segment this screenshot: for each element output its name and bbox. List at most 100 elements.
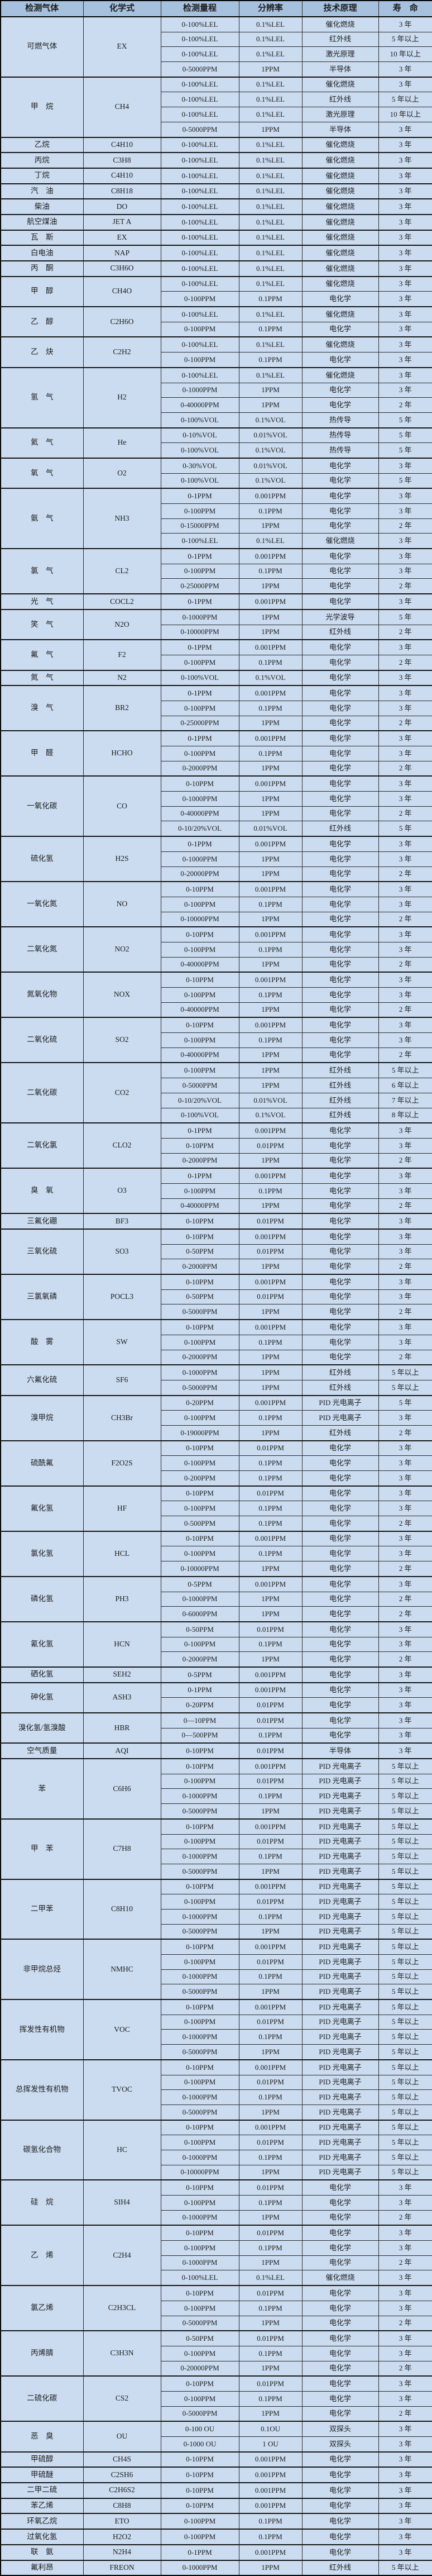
- range-cell: 0-10PPM: [160, 2179, 239, 2196]
- principle-cell: 电化学: [301, 321, 379, 337]
- resolution-cell: 1PPM: [238, 1078, 303, 1093]
- spec-row: 0-1000PPM 0.1PPM PID 光电离子 5 年以上: [1, 1908, 432, 1925]
- principle-cell: 电化学: [301, 1349, 379, 1365]
- spec-row: 0-100PPM 0.01PPM PID 光电离子 5 年以上: [1, 2074, 432, 2091]
- range-cell: 0-500PPM: [160, 1516, 239, 1532]
- lifespan-cell: 3 年: [378, 61, 432, 78]
- resolution-cell: 0.1%LEL: [238, 152, 303, 169]
- range-cell: 0-50PPM: [160, 2330, 239, 2346]
- resolution-cell: 1PPM: [238, 2210, 303, 2226]
- range-cell: 0-100PPM: [160, 1455, 239, 1471]
- principle-cell: PID 光电离子: [301, 1878, 379, 1895]
- principle-cell: 电化学: [301, 1575, 379, 1592]
- formula-cell: BF3: [83, 1213, 161, 1230]
- principle-cell: 电化学: [301, 1666, 379, 1683]
- range-cell: 0-1000PPM: [160, 2210, 239, 2226]
- formula-cell: HCN: [83, 1621, 161, 1668]
- lifespan-cell: 3 年: [378, 198, 432, 215]
- resolution-cell: 0.001PPM: [238, 926, 303, 942]
- resolution-cell: 1PPM: [238, 1349, 303, 1365]
- formula-cell: BR2: [83, 685, 161, 731]
- range-cell: 0-100PPM: [160, 1894, 239, 1910]
- lifespan-cell: 5 年以上: [378, 1379, 432, 1396]
- resolution-cell: 0.001PPM: [238, 730, 303, 747]
- resolution-cell: 0.1PPM: [238, 1516, 303, 1532]
- range-cell: 0-100%VOL: [160, 412, 239, 428]
- principle-cell: PID 光电离子: [301, 1834, 379, 1850]
- lifespan-cell: 3 年: [378, 1137, 432, 1154]
- principle-cell: 电化学: [301, 1228, 379, 1245]
- range-cell: 0-10PPM: [160, 2375, 239, 2392]
- gas-name-cell: 砷化氢: [0, 1682, 84, 1713]
- gas-name-cell: 乙 醇: [0, 306, 84, 337]
- range-cell: 0-10PPM: [160, 1017, 239, 1034]
- formula-cell: C2SH6: [83, 2467, 161, 2483]
- principle-cell: PID 光电离子: [301, 2029, 379, 2045]
- principle-cell: 催化燃烧: [301, 336, 379, 353]
- resolution-cell: 1PPM: [238, 1153, 303, 1169]
- lifespan-cell: 5 年以上: [378, 2089, 432, 2105]
- range-cell: 0-100%LEL: [160, 92, 239, 108]
- principle-cell: 电化学: [301, 836, 379, 852]
- resolution-cell: 0.1PPM: [238, 1455, 303, 1471]
- range-cell: 0-100%LEL: [160, 245, 239, 261]
- resolution-cell: 0.1PPM: [238, 1636, 303, 1653]
- range-cell: 0-1000PPM: [160, 2089, 239, 2105]
- spec-row: 非甲烷总烃 NMHC 0-10PPM 0.001PPM PID 光电离子 5 年以上: [0, 1939, 432, 2000]
- lifespan-cell: 5 年以上: [378, 1758, 432, 1774]
- resolution-cell: 0.001PPM: [238, 685, 303, 701]
- gas-name-cell: 二硫化碳: [0, 2375, 84, 2422]
- lifespan-cell: 3 年: [378, 685, 432, 701]
- gas-name-cell: 溴 气: [0, 685, 84, 731]
- principle-cell: 电化学: [301, 911, 379, 927]
- spec-row: 0-5000PPM 1PPM PID 光电离子 5 年以上: [1, 1923, 432, 1940]
- resolution-cell: 0.1%LEL: [238, 306, 303, 322]
- principle-cell: PID 光电离子: [301, 1894, 379, 1910]
- spec-row: 0-100PPM 0.01PPM PID 光电离子 5 年以上: [1, 1894, 432, 1910]
- lifespan-cell: 5 年以上: [378, 2029, 432, 2045]
- range-cell: 0-40000PPM: [160, 397, 239, 413]
- range-cell: 0-5PPM: [160, 1575, 239, 1592]
- spec-row: 0-10/20%VOL 0.01%VOL 红外线 7 年以上: [1, 1092, 432, 1108]
- spec-row: 丁烷 C4H10 0-100%LEL 0.1%LEL 催化燃烧 3 年: [0, 167, 432, 184]
- range-cell: 0-100PPM: [160, 2074, 239, 2091]
- spec-row: 0-40000PPM 1PPM 电化学 2 年: [1, 1047, 432, 1063]
- range-cell: 0-100PPM: [160, 2135, 239, 2150]
- lifespan-cell: 3 年: [378, 1410, 432, 1426]
- principle-cell: 电化学: [301, 956, 379, 973]
- formula-cell: SF6: [83, 1364, 161, 1396]
- range-cell: 0-10000PPM: [160, 2164, 239, 2180]
- lifespan-cell: 2 年: [378, 760, 432, 777]
- lifespan-cell: 5 年以上: [378, 1773, 432, 1789]
- spec-row: 氰化氢 HCN 0-50PPM 0.01PPM 电化学 3 年: [0, 1621, 432, 1668]
- lifespan-cell: 5 年以上: [378, 1908, 432, 1925]
- lifespan-cell: 2 年: [378, 2360, 432, 2377]
- resolution-cell: 1PPM: [238, 121, 303, 138]
- range-cell: 0-100PPM: [160, 654, 239, 671]
- principle-cell: 电化学: [301, 1183, 379, 1199]
- lifespan-cell: 3 年: [378, 336, 432, 353]
- resolution-cell: 0.1PPM: [238, 1849, 303, 1864]
- lifespan-cell: 3 年: [378, 1575, 432, 1592]
- range-cell: 0-200PPM: [160, 1470, 239, 1487]
- formula-cell: AQI: [83, 1742, 161, 1759]
- range-cell: 0-10/20%VOL: [160, 1092, 239, 1108]
- spec-row: 0-40000PPM 1PPM 电化学 2 年: [1, 1002, 432, 1018]
- lifespan-cell: 5 年以上: [378, 1954, 432, 1970]
- formula-cell: C2H6O: [83, 306, 161, 337]
- lifespan-cell: 5 年以上: [378, 2104, 432, 2121]
- formula-cell: NAP: [83, 245, 161, 261]
- resolution-cell: 0.1PPM: [238, 654, 303, 671]
- lifespan-cell: 3 年: [378, 563, 432, 579]
- principle-cell: 电化学: [301, 866, 379, 882]
- gas-name-cell: 氮 气: [0, 669, 84, 686]
- formula-cell: SEH2: [83, 1666, 161, 1683]
- range-cell: 0-40000PPM: [160, 1047, 239, 1063]
- lifespan-cell: 3 年: [378, 152, 432, 169]
- range-cell: 0-100%VOL: [160, 669, 239, 686]
- spec-row: 0-1000PPM 1PPM 电化学 2 年: [1, 1591, 432, 1607]
- range-cell: 0-10PPM: [160, 1319, 239, 1335]
- lifespan-cell: 5 年以上: [378, 1878, 432, 1895]
- spec-row: 0-40000PPM 1PPM 电化学 2 年: [1, 806, 432, 822]
- spec-row: 航空煤油 JET A 0-100%LEL 0.1%LEL 催化燃烧 3 年: [0, 213, 432, 231]
